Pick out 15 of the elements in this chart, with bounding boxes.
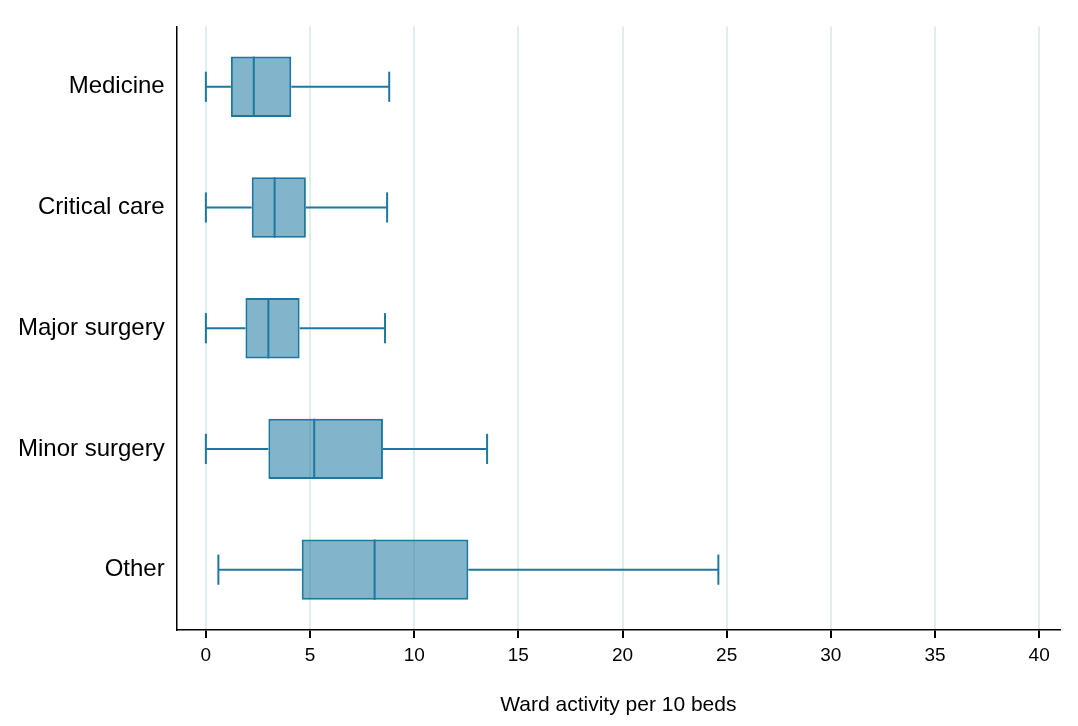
x-tick-label: 15 — [507, 643, 529, 665]
y-tick-label: Minor surgery — [17, 433, 165, 461]
x-tick-label: 40 — [1028, 643, 1050, 665]
x-tick-label: 0 — [200, 643, 212, 665]
y-tick-label: Major surgery — [17, 312, 165, 340]
x-tick-label: 25 — [716, 643, 738, 665]
y-tick-label: Medicine — [68, 71, 165, 99]
x-tick-label: 5 — [304, 643, 316, 665]
x-tick-label: 30 — [820, 643, 842, 665]
x-tick-label: 35 — [924, 643, 946, 665]
x-tick-label: 20 — [611, 643, 634, 665]
x-axis-title: Ward activity per 10 beds — [500, 692, 737, 716]
y-tick-label: Other — [104, 554, 165, 582]
x-tick-label: 10 — [403, 643, 425, 665]
y-tick-label: Critical care — [38, 192, 165, 220]
